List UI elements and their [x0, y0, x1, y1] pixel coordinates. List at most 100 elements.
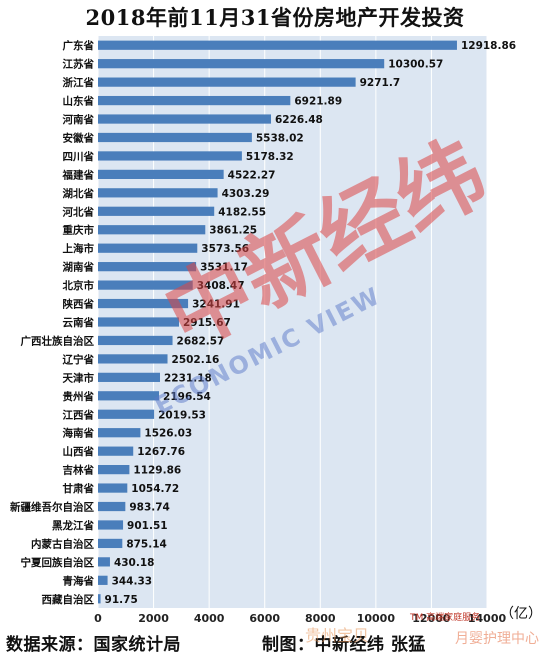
category-label: 福建省 — [62, 168, 95, 181]
data-label: 12918.86 — [461, 40, 516, 52]
bar — [98, 501, 126, 512]
bar — [98, 59, 385, 69]
category-label: 北京市 — [63, 279, 95, 292]
category-label: 河南省 — [63, 113, 95, 126]
data-label: 2019.53 — [158, 409, 206, 421]
bar — [98, 317, 180, 327]
bar — [98, 372, 160, 382]
data-label: 91.75 — [105, 594, 138, 606]
category-label: 甘肃省 — [63, 482, 95, 495]
category-label: 广西壮族自治区 — [21, 334, 95, 347]
category-label: 新疆维吾尔自治区 — [10, 501, 94, 514]
data-label: 344.33 — [112, 575, 153, 587]
bar — [98, 594, 101, 604]
x-tick-label: 12000 — [412, 612, 451, 625]
chart-title: 2018年前11月31省份房地产开发投资 — [85, 5, 465, 30]
watermark-site: 贵州宝贝 — [305, 626, 370, 645]
x-tick-label: 10000 — [357, 612, 396, 625]
x-tick-label: 8000 — [305, 612, 336, 625]
bar — [98, 243, 198, 253]
category-label: 四川省 — [63, 150, 95, 163]
bar — [98, 151, 242, 161]
category-label: 山西省 — [63, 445, 95, 458]
data-label: 9271.7 — [360, 77, 401, 89]
category-label: 湖南省 — [63, 261, 95, 274]
data-label: 5538.02 — [256, 132, 304, 144]
bar — [98, 391, 160, 401]
bar — [98, 40, 457, 50]
data-label: 2502.16 — [172, 354, 220, 366]
watermark-brand: 月婴护理中心 — [455, 631, 539, 647]
watermark-tm: TM 高端家庭服务 — [410, 613, 481, 623]
data-label: 10300.57 — [388, 59, 443, 71]
category-label: 内蒙古自治区 — [31, 537, 94, 550]
data-label: 901.51 — [127, 520, 168, 532]
bar — [98, 280, 193, 290]
bar — [98, 428, 141, 438]
category-labels: 广东省江苏省浙江省山东省河南省安徽省四川省福建省湖北省河北省重庆市上海市湖南省北… — [10, 39, 94, 606]
x-tick-label: 6000 — [249, 612, 280, 625]
data-label: 6921.89 — [294, 96, 342, 108]
data-label: 875.14 — [126, 538, 167, 550]
x-tick-labels: 0 2000 4000 6000 8000 10000 12000 14000 — [94, 612, 506, 625]
data-label: 1129.86 — [133, 465, 181, 477]
x-tick-label: 2000 — [138, 612, 169, 625]
bar — [98, 520, 124, 530]
category-label: 重庆市 — [63, 224, 95, 237]
bar — [98, 538, 123, 549]
bar — [98, 409, 155, 419]
category-label: 青海省 — [63, 574, 95, 587]
x-tick-label: 0 — [94, 612, 102, 625]
category-label: 天津市 — [63, 371, 95, 384]
bar — [98, 114, 272, 124]
category-label: 上海市 — [63, 242, 95, 255]
data-label: 3241.91 — [192, 299, 240, 311]
category-label: 辽宁省 — [63, 353, 95, 366]
data-label: 2682.57 — [177, 335, 225, 347]
bar — [98, 483, 128, 493]
data-label: 3531.17 — [200, 262, 248, 274]
data-label: 4182.55 — [218, 206, 266, 218]
bar — [98, 169, 224, 179]
category-label: 西藏自治区 — [42, 593, 95, 606]
bar — [98, 446, 134, 456]
gridlines — [97, 36, 488, 608]
bar — [98, 354, 168, 364]
x-tick-label: 4000 — [194, 612, 225, 625]
category-label: 浙江省 — [63, 76, 95, 89]
data-label: 4303.29 — [222, 188, 270, 200]
category-label: 云南省 — [63, 316, 95, 329]
bar — [98, 206, 215, 216]
value-labels: 12918.86 10300.57 9271.7 6921.89 6226.48 5538… — [105, 40, 517, 606]
bar — [98, 298, 189, 309]
data-label: 2915.67 — [183, 317, 231, 329]
category-label: 吉林省 — [63, 464, 95, 477]
data-label: 1267.76 — [137, 446, 185, 458]
category-label: 山东省 — [63, 95, 95, 108]
data-label: 2196.54 — [163, 391, 211, 403]
bar — [98, 95, 291, 106]
category-label: 海南省 — [63, 427, 95, 440]
data-label: 5178.32 — [246, 151, 294, 163]
bar — [98, 77, 356, 87]
category-label: 宁夏回族自治区 — [21, 556, 95, 569]
category-label: 江西省 — [63, 408, 95, 421]
category-label: 江苏省 — [63, 58, 95, 71]
data-label: 6226.48 — [275, 114, 323, 126]
category-label: 湖北省 — [63, 187, 95, 200]
data-label: 3861.25 — [209, 225, 257, 237]
category-label: 贵州省 — [63, 390, 95, 403]
bar — [98, 262, 197, 272]
data-label: 1054.72 — [131, 483, 179, 495]
data-label: 4522.27 — [228, 169, 276, 181]
data-label: 430.18 — [114, 557, 155, 569]
data-label: 3408.47 — [197, 280, 245, 292]
category-label: 广东省 — [63, 39, 95, 52]
category-label: 黑龙江省 — [52, 519, 94, 532]
bars — [98, 40, 457, 604]
category-label: 陕西省 — [63, 298, 95, 311]
bar — [98, 557, 110, 567]
unit-label: （亿） — [500, 606, 542, 622]
category-label: 安徽省 — [63, 131, 95, 144]
